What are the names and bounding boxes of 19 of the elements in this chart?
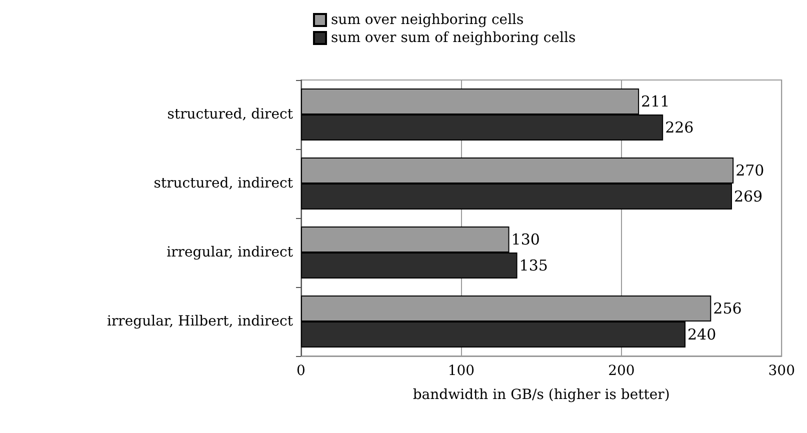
y-tick-label: structured, direct [167,106,294,122]
data-label: 270 [736,162,764,180]
legend-label: sum over neighboring cells [331,12,524,28]
x-tick-label: 300 [768,363,796,379]
y-tick-label: irregular, Hilbert, indirect [106,314,294,330]
data-label: 240 [688,326,716,344]
data-label: 256 [713,300,742,318]
y-tick-label: structured, indirect [154,176,294,192]
x-tick-label: 200 [608,363,635,379]
data-label: 130 [511,230,540,248]
x-tick-label: 0 [296,363,306,379]
x-tick-label: 100 [448,363,475,379]
legend-label: sum over sum of neighboring cells [331,30,576,46]
data-label: 226 [665,118,694,136]
x-axis-title: bandwidth in GB/s (higher is better) [412,387,670,403]
y-tick-label: irregular, indirect [166,244,294,260]
data-label: 211 [641,92,670,110]
data-label: 269 [734,188,763,206]
data-label: 135 [519,256,548,274]
